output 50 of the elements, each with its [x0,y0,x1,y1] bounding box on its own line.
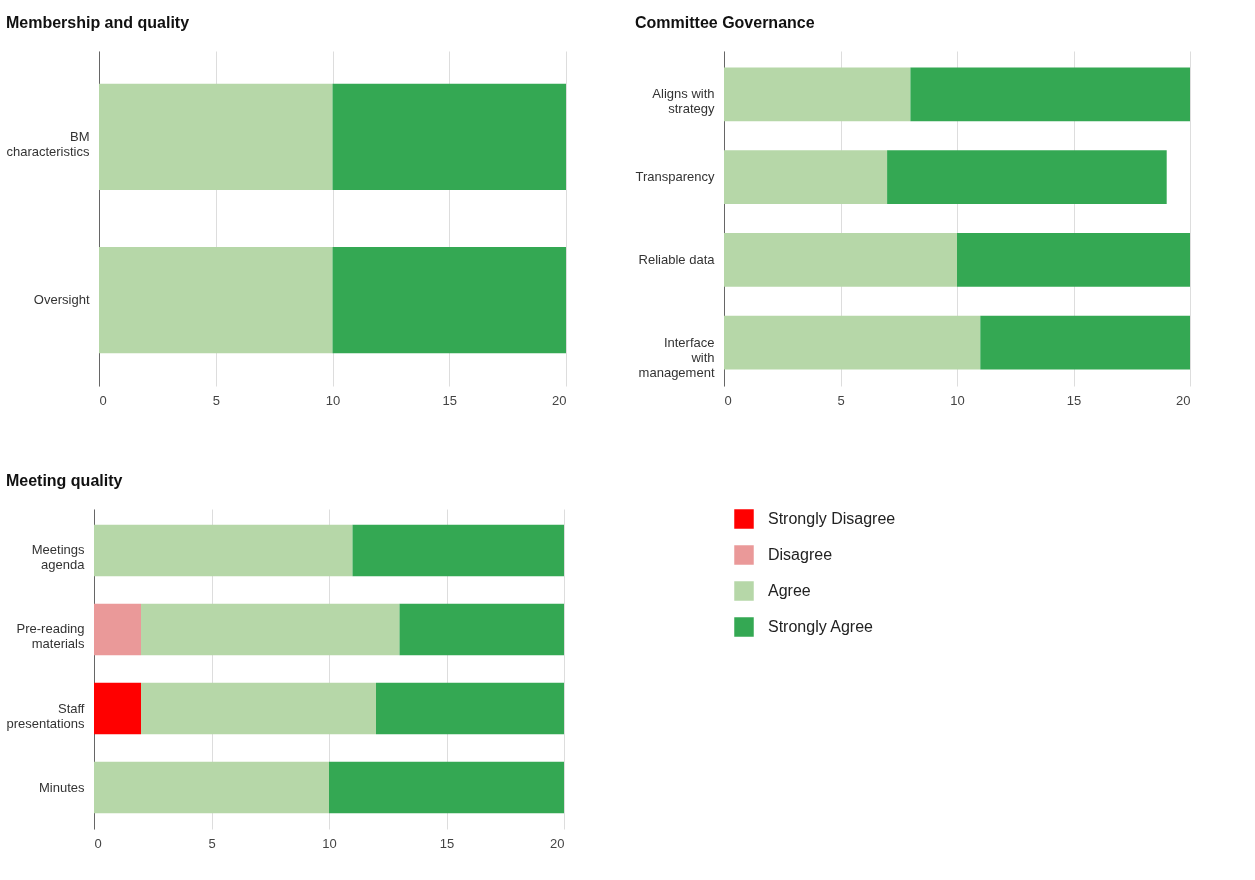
y-tick-label: Aligns with strategy [652,86,715,117]
bar [399,603,564,656]
chart-title: Meeting quality [5,472,123,489]
x-tick-label: 5 [837,392,845,408]
y-tick-label: Meetings agenda [31,542,86,573]
y-tick-label: Transparency [635,169,715,185]
bar [141,603,400,656]
bar [94,761,329,814]
x-tick-label: 10 [950,392,965,408]
chart-title: Committee Governance [635,14,815,31]
chart-title: Membership and quality [5,14,190,31]
bar [724,232,957,287]
bar [957,232,1190,287]
x-tick-label: 20 [1176,392,1191,408]
legend-label: Agree [768,582,811,599]
bar [141,682,376,735]
x-tick-label: 5 [212,392,220,408]
x-tick-label: 10 [325,392,341,408]
bar [724,150,888,205]
x-tick-label: 15 [1066,392,1082,408]
bar [724,315,981,370]
bar [980,315,1190,370]
legend-label: Strongly Agree [768,618,874,635]
bar [376,682,564,735]
y-tick-label: Minutes [38,779,85,795]
y-tick-label: Staff presentations [6,700,85,731]
legend-label: Disagree [768,546,833,563]
x-tick-label: 0 [724,392,732,408]
x-tick-label: 5 [208,835,216,851]
x-tick-label: 0 [94,835,102,851]
y-tick-label: Reliable data [638,251,716,267]
bar [887,150,1167,205]
bar [94,682,141,735]
bar [94,524,353,577]
legend-label: Strongly Disagree [768,510,896,527]
x-tick-label: 10 [322,835,337,851]
bar [910,67,1190,122]
bar [724,67,911,122]
x-tick-label: 20 [550,835,565,851]
bar [352,524,564,577]
y-tick-label: Interface with management [638,334,715,380]
x-tick-label: 15 [439,835,455,851]
x-tick-label: 20 [552,392,567,408]
y-tick-label: BM characteristics [6,128,90,159]
y-tick-label: Oversight [33,292,90,308]
bar [329,761,564,814]
x-tick-label: 0 [99,392,107,408]
bar [94,603,141,656]
x-tick-label: 15 [442,392,457,408]
y-tick-label: Pre-reading materials [16,621,85,652]
